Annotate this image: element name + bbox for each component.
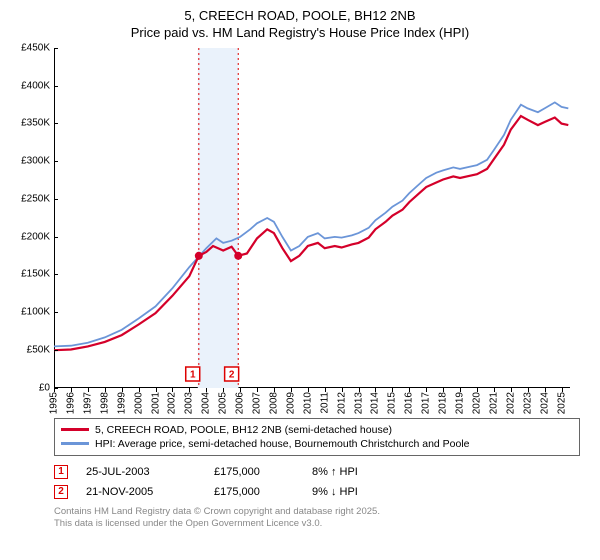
x-tick-label: 2005 [218, 392, 229, 414]
x-tick-label: 2008 [268, 392, 279, 414]
y-tick-label: £350K [8, 118, 50, 129]
legend-label-hpi: HPI: Average price, semi-detached house,… [95, 438, 470, 450]
y-tick-label: £150K [8, 269, 50, 280]
y-tick-label: £200K [8, 231, 50, 242]
x-tick-label: 2013 [353, 392, 364, 414]
legend-item-price: 5, CREECH ROAD, POOLE, BH12 2NB (semi-de… [61, 423, 573, 437]
y-tick-label: £450K [8, 42, 50, 53]
legend-label-price: 5, CREECH ROAD, POOLE, BH12 2NB (semi-de… [95, 424, 392, 436]
x-tick-label: 2021 [488, 392, 499, 414]
transaction-date: 25-JUL-2003 [86, 466, 196, 478]
x-tick-label: 2023 [522, 392, 533, 414]
svg-text:2: 2 [229, 369, 235, 380]
x-tick-label: 2012 [336, 392, 347, 414]
x-tick-label: 2004 [201, 392, 212, 414]
chart-title: 5, CREECH ROAD, POOLE, BH12 2NB Price pa… [10, 8, 590, 42]
x-tick-label: 2000 [133, 392, 144, 414]
x-tick-label: 2011 [319, 392, 330, 414]
transaction-marker-1: 1 [54, 465, 68, 479]
x-tick-label: 1999 [116, 392, 127, 414]
legend-swatch-hpi [61, 442, 89, 445]
transaction-price: £175,000 [214, 486, 294, 498]
x-tick-label: 2009 [285, 392, 296, 414]
y-tick-label: £100K [8, 307, 50, 318]
transaction-diff: 8% ↑ HPI [312, 466, 402, 478]
x-tick-label: 2001 [150, 392, 161, 414]
x-tick-label: 2018 [438, 392, 449, 414]
x-tick-label: 2024 [539, 392, 550, 414]
x-tick-label: 2014 [370, 392, 381, 414]
x-tick-label: 1996 [65, 392, 76, 414]
title-line-2: Price paid vs. HM Land Registry's House … [10, 25, 590, 42]
chart-svg: 12 [54, 48, 570, 388]
x-tick-label: 2007 [252, 392, 263, 414]
x-tick-label: 2020 [471, 392, 482, 414]
x-tick-label: 2019 [455, 392, 466, 414]
svg-text:1: 1 [190, 369, 196, 380]
footer-line-2: This data is licensed under the Open Gov… [54, 518, 580, 530]
chart-container: 5, CREECH ROAD, POOLE, BH12 2NB Price pa… [0, 0, 600, 560]
y-tick-label: £250K [8, 193, 50, 204]
x-tick-label: 2003 [184, 392, 195, 414]
footer-line-1: Contains HM Land Registry data © Crown c… [54, 506, 580, 518]
plot: 12 £0£50K£100K£150K£200K£250K£300K£350K£… [10, 48, 570, 418]
x-tick-label: 2022 [505, 392, 516, 414]
x-tick-label: 2017 [421, 392, 432, 414]
y-tick-label: £300K [8, 156, 50, 167]
legend: 5, CREECH ROAD, POOLE, BH12 2NB (semi-de… [54, 418, 580, 456]
legend-item-hpi: HPI: Average price, semi-detached house,… [61, 437, 573, 451]
x-tick-label: 1997 [82, 392, 93, 414]
table-row: 1 25-JUL-2003 £175,000 8% ↑ HPI [54, 462, 580, 482]
transaction-diff: 9% ↓ HPI [312, 486, 402, 498]
y-tick-label: £50K [8, 345, 50, 356]
y-tick-label: £0 [8, 382, 50, 393]
transaction-price: £175,000 [214, 466, 294, 478]
x-tick-label: 1995 [49, 392, 60, 414]
x-tick-label: 2025 [556, 392, 567, 414]
transaction-table: 1 25-JUL-2003 £175,000 8% ↑ HPI 2 21-NOV… [54, 462, 580, 502]
x-tick-label: 2015 [387, 392, 398, 414]
x-tick-label: 2016 [404, 392, 415, 414]
legend-swatch-price [61, 428, 89, 431]
transaction-date: 21-NOV-2005 [86, 486, 196, 498]
transaction-marker-2: 2 [54, 485, 68, 499]
x-tick-label: 2006 [235, 392, 246, 414]
x-tick-label: 2002 [167, 392, 178, 414]
title-line-1: 5, CREECH ROAD, POOLE, BH12 2NB [10, 8, 590, 25]
x-tick-label: 2010 [302, 392, 313, 414]
footer: Contains HM Land Registry data © Crown c… [54, 506, 580, 530]
y-tick-label: £400K [8, 80, 50, 91]
table-row: 2 21-NOV-2005 £175,000 9% ↓ HPI [54, 482, 580, 502]
x-tick-label: 1998 [99, 392, 110, 414]
